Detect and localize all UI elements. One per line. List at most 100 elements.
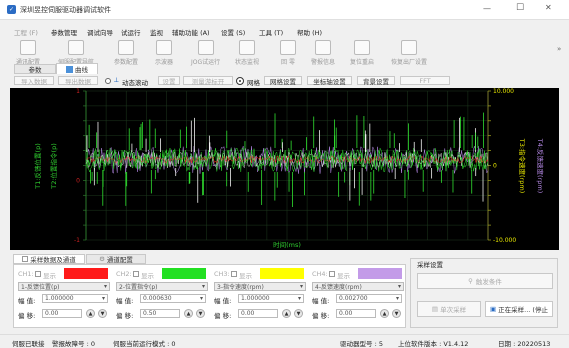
import-data-button[interactable]: 导入数据 bbox=[14, 76, 54, 86]
menu-project[interactable]: 工程 (F) bbox=[14, 29, 38, 37]
offset-up-icon[interactable]: ▲ bbox=[184, 309, 193, 318]
bg-setting-button[interactable]: 背景设置 bbox=[357, 76, 395, 86]
channel-amp-input[interactable]: 0.000630 ▾ bbox=[140, 294, 206, 303]
channel-show-checkbox[interactable] bbox=[231, 271, 237, 277]
axis-setting-button[interactable]: 坐标轴设置 bbox=[307, 76, 352, 86]
menu-help[interactable]: 帮助 (H) bbox=[297, 29, 323, 37]
left-tick-label: 1 bbox=[76, 88, 80, 95]
channel-amp-label: 幅 值: bbox=[214, 297, 232, 305]
window-title: 深圳昱控伺服驱动器调试软件 bbox=[20, 6, 111, 14]
toolbar-comm-config[interactable]: 通讯配置 bbox=[16, 40, 40, 66]
dynamic-scroll-icon: ⟂ bbox=[114, 76, 119, 84]
tab-params[interactable]: 参数 bbox=[14, 64, 56, 74]
ch2-trace bbox=[85, 112, 489, 208]
offset-down-icon[interactable]: ▼ bbox=[98, 309, 107, 318]
channel-offset-label: 偏 移: bbox=[116, 312, 134, 320]
toolbar-servo-guide[interactable]: 伺服配置导航 bbox=[58, 40, 94, 66]
channel-amp-input[interactable]: 1.000000 ▾ bbox=[42, 294, 108, 303]
offset-down-icon[interactable]: ▼ bbox=[196, 309, 205, 318]
status-alarm: 警报故障号 : 0 bbox=[52, 340, 95, 348]
channel-show-checkbox[interactable] bbox=[329, 271, 335, 277]
channel-color-swatch[interactable] bbox=[64, 268, 108, 279]
offset-down-icon[interactable]: ▼ bbox=[294, 309, 303, 318]
status-model: 驱动器型号 : 5 bbox=[340, 340, 383, 348]
menu-guide[interactable]: 调试向导 bbox=[87, 29, 113, 37]
left-axis-label: T1:反馈位置(p) bbox=[33, 143, 42, 190]
grid-label: 网格 bbox=[247, 79, 260, 87]
trigger-icon: ⚲ bbox=[468, 277, 473, 285]
channel-source-select[interactable]: 3-指令速度(rpm) ▾ bbox=[214, 282, 306, 291]
tab-data-channel[interactable]: 采样数据及通道 bbox=[13, 254, 85, 264]
export-data-button[interactable]: 导出数据 bbox=[58, 76, 98, 86]
menu-params[interactable]: 参数管理 bbox=[51, 29, 77, 37]
single-sample-button[interactable]: ▤ 单次采样 bbox=[417, 301, 481, 317]
channel-source-select[interactable]: 2-位置指令(p) ▾ bbox=[116, 282, 208, 291]
menu-monitor[interactable]: 监视 bbox=[150, 29, 163, 37]
tab-channel-config[interactable]: ⚙ 通道配置 bbox=[86, 254, 146, 264]
title-bar: ✓ 深圳昱控伺服驱动器调试软件 — ☐ ✕ bbox=[0, 0, 569, 20]
close-button[interactable]: ✕ bbox=[545, 3, 552, 12]
grid-radio[interactable] bbox=[236, 77, 244, 85]
channel-offset-label: 偏 移: bbox=[18, 312, 36, 320]
toolbar-jog[interactable]: JOG试运行 bbox=[191, 40, 220, 66]
channel-color-swatch[interactable] bbox=[260, 268, 304, 279]
channel-color-swatch[interactable] bbox=[162, 268, 206, 279]
channel-offset-input[interactable]: 0.00 bbox=[238, 309, 278, 318]
left-tick-label: -1 bbox=[74, 237, 80, 244]
minimize-button[interactable]: — bbox=[483, 4, 491, 13]
menu-tools[interactable]: 工具 (T) bbox=[259, 29, 284, 37]
status-bar: 伺服已联接 警报故障号 : 0 伺服当前运行模式 : 0 驱动器型号 : 5 上… bbox=[0, 334, 569, 348]
toolbar-overflow-icon[interactable]: » bbox=[557, 45, 562, 53]
channel-offset-input[interactable]: 0.00 bbox=[42, 309, 82, 318]
alarm-icon bbox=[315, 40, 331, 55]
menu-trial-run[interactable]: 试运行 bbox=[121, 29, 141, 37]
toolbar-param-config[interactable]: 参数配置 bbox=[114, 40, 138, 66]
tab-curve[interactable]: 曲线 bbox=[56, 63, 98, 74]
sampling-title: 采样设置 bbox=[417, 261, 443, 269]
channel-id: CH3: bbox=[214, 270, 230, 278]
channel-show-label: 显示 bbox=[337, 272, 350, 280]
channel-amp-input[interactable]: 0.002700 ▾ bbox=[336, 294, 402, 303]
channel-source-select[interactable]: 1-反馈位置(p) ▾ bbox=[18, 282, 110, 291]
grid-setting-button[interactable]: 网格设置 bbox=[264, 76, 302, 86]
dynamic-scroll-label: 动态滚动 bbox=[122, 79, 148, 87]
scope-setting-button[interactable]: 设置 bbox=[158, 76, 180, 86]
channel-amp-label: 幅 值: bbox=[116, 297, 134, 305]
maximize-button[interactable]: ☐ bbox=[516, 3, 525, 13]
toolbar-homing[interactable]: 回 零 bbox=[280, 40, 296, 66]
measure-cursor-button[interactable]: 测量游标开 bbox=[183, 76, 233, 86]
channel-amp-input[interactable]: 1.000000 ▾ bbox=[238, 294, 304, 303]
menu-settings[interactable]: 设置 (S) bbox=[221, 29, 246, 37]
dynamic-scroll-radio[interactable] bbox=[105, 78, 111, 84]
menu-aux[interactable]: 辅助功能 (A) bbox=[172, 29, 210, 37]
toolbar-factory-reset[interactable]: 恢复出厂设置 bbox=[391, 40, 427, 66]
offset-up-icon[interactable]: ▲ bbox=[86, 309, 95, 318]
oscilloscope-plot[interactable]: 1 0 -1 10.000 0 -10.000 T1:反馈位置(p) T2:位置指令(p) T3… bbox=[10, 88, 559, 250]
channel-show-checkbox[interactable] bbox=[133, 271, 139, 277]
toolbar-oscilloscope[interactable]: 示波器 bbox=[155, 40, 173, 66]
offset-up-icon[interactable]: ▲ bbox=[282, 309, 291, 318]
toolbar-reset[interactable]: 复位重启 bbox=[350, 40, 374, 66]
right2-axis-label: T4:反馈速度(rpm) bbox=[536, 138, 545, 194]
channel-id: CH1: bbox=[18, 270, 34, 278]
toolbar-status-monitor[interactable]: 状态监视 bbox=[235, 40, 259, 66]
fft-button[interactable]: FFT bbox=[400, 76, 450, 85]
single-icon: ▤ bbox=[431, 305, 439, 313]
channel-offset-input[interactable]: 0.50 bbox=[140, 309, 180, 318]
offset-up-icon[interactable]: ▲ bbox=[380, 309, 389, 318]
status-date: 日期 : 20220513 bbox=[498, 340, 551, 348]
offset-down-icon[interactable]: ▼ bbox=[392, 309, 401, 318]
channel-id: CH4: bbox=[312, 270, 328, 278]
toolbar-alarm-info[interactable]: 警报信息 bbox=[311, 40, 335, 66]
x-axis-label: 时间(ms) bbox=[273, 240, 301, 249]
channel-offset-label: 偏 移: bbox=[214, 312, 232, 320]
home-icon bbox=[280, 40, 296, 55]
channel-offset-input[interactable]: 0.00 bbox=[336, 309, 376, 318]
channel-source-select[interactable]: 4-反馈速度(rpm) ▾ bbox=[312, 282, 404, 291]
trigger-button[interactable]: ⚲ 触发条件 bbox=[417, 273, 553, 289]
channel-show-checkbox[interactable] bbox=[35, 271, 41, 277]
channel-color-swatch[interactable] bbox=[358, 268, 402, 279]
channel-show-label: 显示 bbox=[43, 272, 56, 280]
comm-icon bbox=[20, 40, 36, 55]
stop-sampling-button[interactable]: ▣ 正在采样... (停止 bbox=[485, 301, 553, 317]
